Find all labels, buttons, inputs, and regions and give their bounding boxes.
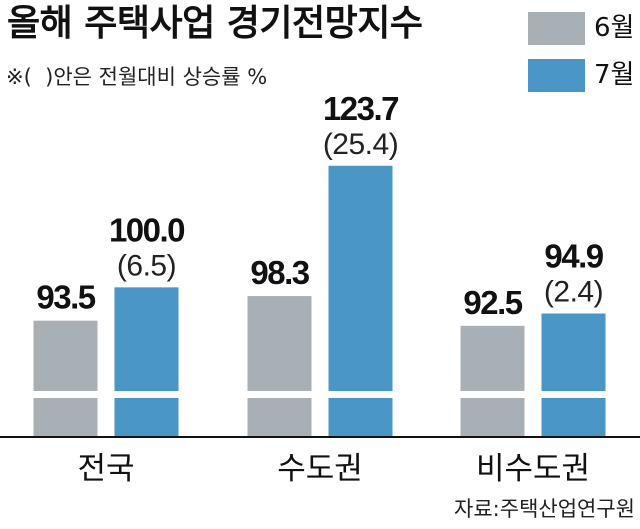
category-label-non-capital-area: 비수도권 xyxy=(476,451,590,487)
category-label-nationwide: 전국 xyxy=(77,451,134,487)
value-label-capital-area-june: 98.3 xyxy=(250,254,309,291)
legend-swatch-june xyxy=(528,12,585,45)
legend-label-july: 7월 xyxy=(594,60,635,90)
axis-break-band xyxy=(0,391,640,398)
legend-swatch-july xyxy=(528,59,585,92)
value-label-capital-area-july: 123.7 xyxy=(323,90,398,127)
change-label-non-capital-area-july: (2.4) xyxy=(544,276,603,309)
value-label-non-capital-area-july: 94.9 xyxy=(544,238,603,275)
bar-non-capital-area-july xyxy=(541,313,606,437)
change-label-nationwide-july: (6.5) xyxy=(117,249,176,282)
bar-nationwide-june xyxy=(33,320,98,437)
change-label-capital-area-july: (25.4) xyxy=(323,128,398,161)
bar-nationwide-july xyxy=(114,287,179,437)
value-label-non-capital-area-june: 92.5 xyxy=(463,284,522,321)
bar-non-capital-area-june xyxy=(460,325,525,437)
legend-label-june: 6월 xyxy=(594,13,635,43)
source-note: 자료:주택산업연구원 xyxy=(454,497,635,521)
value-label-nationwide-june: 93.5 xyxy=(36,279,95,316)
chart-title: 올해 주택사업 경기전망지수 xyxy=(7,3,423,44)
bar-capital-area-june xyxy=(247,296,312,437)
category-label-capital-area: 수도권 xyxy=(277,451,363,487)
value-label-nationwide-july: 100.0 xyxy=(109,211,184,248)
chart-note: ※( )안은 전월대비 상승률 % xyxy=(6,65,268,89)
